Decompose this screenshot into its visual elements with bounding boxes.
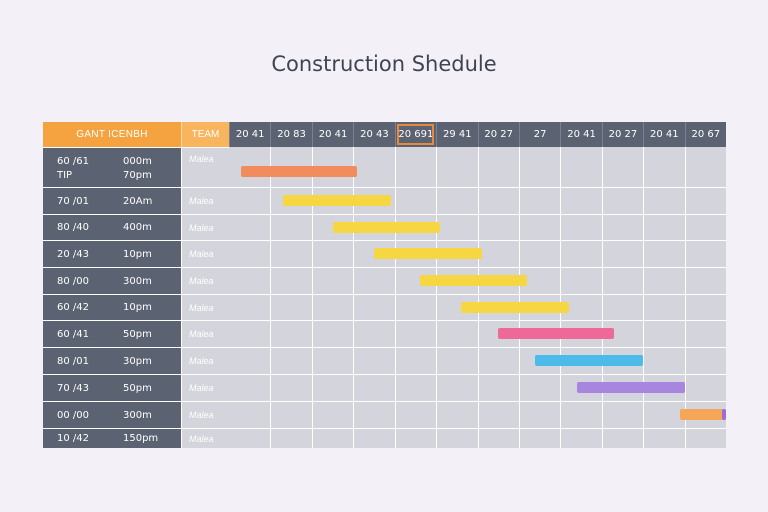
task-id: 80 /00 [57,275,89,287]
grid-horizontal-line [229,347,726,348]
time-column-header: 20 27 [601,122,643,147]
task-row-label: 80 /00 300m [43,267,181,294]
task-time: 300m [123,275,152,287]
task-time: 50pm [123,382,152,394]
task-row-label: 60 /61 000m TIP 70pm [43,147,181,187]
grid-horizontal-line [229,267,726,268]
task-time: 400m [123,222,152,233]
grid-vertical-line [643,147,645,448]
task-id: 60 /42 [57,302,89,313]
task-time-secondary: 70pm [123,170,152,181]
time-column-header: 20 41 [560,122,601,147]
time-column-header: 20 27 [477,122,519,147]
task-time: 10pm [123,248,152,260]
time-column-header: 20 41 [643,122,684,147]
grid-horizontal-line [229,428,726,429]
task-time: 000m [123,156,152,167]
task-id: 80 /40 [57,222,89,233]
task-team: Malea [182,187,230,214]
grid-vertical-line [684,147,686,448]
task-id: 80 /01 [57,355,89,367]
task-time: 150pm [123,433,159,444]
grid-horizontal-line [229,401,726,402]
grid-horizontal-line [229,240,726,241]
task-team: Malea [182,374,230,401]
grid-vertical-line [394,147,396,448]
task-team: Malea [182,347,230,374]
grid-vertical-line [436,147,438,448]
task-bar[interactable] [373,248,482,259]
task-id: 60 /61 [57,156,89,167]
task-time: 20Am [123,195,153,207]
time-column-header: 20 43 [353,122,394,147]
task-bar[interactable] [721,409,726,420]
grid-vertical-line [601,147,603,448]
time-column-header: 27 [518,122,560,147]
time-column-header: 20 83 [270,122,311,147]
header-team-label: TEAM [181,122,229,147]
chart-title: Construction Shedule [271,52,497,76]
task-time: 50pm [123,328,152,340]
task-id: 60 /41 [57,328,89,340]
task-id: 70 /43 [57,382,89,394]
time-column-header: 20 691 [394,122,436,147]
gantt-table: GANT ICENBH TEAM 20 41 20 83 20 41 20 43 20 … [43,122,726,448]
grid-vertical-line [560,147,562,448]
task-bar[interactable] [332,221,441,233]
task-id: 00 /00 [57,409,89,421]
team-column: Malea Malea Malea Malea Malea Malea Malea Malea… [181,147,230,448]
grid-horizontal-line [229,294,726,295]
task-row-label: 70 /43 50pm [43,374,181,401]
task-id: 70 /01 [57,195,89,207]
grid-horizontal-line [229,187,726,188]
task-team: Malea [182,214,230,240]
grid-vertical-line [477,147,479,448]
task-bar[interactable] [576,382,685,393]
gantt-grid [229,147,726,448]
task-bar[interactable] [241,165,358,177]
task-id: 20 /43 [57,248,89,260]
time-column-header: 20 41 [311,122,353,147]
task-bar[interactable] [419,275,528,286]
grid-vertical-line [311,147,313,448]
task-row-label: 80 /01 30pm [43,347,181,374]
grid-vertical-line [353,147,355,448]
task-id-column: 60 /61 000m TIP 70pm 70 /01 20Am 80 /40 400m 20 … [43,147,181,448]
task-bar[interactable] [498,328,615,339]
grid-horizontal-line [229,374,726,375]
task-row-label: 80 /40 400m [43,214,181,240]
task-bar[interactable] [680,409,726,420]
task-extra: TIP [57,170,73,181]
grid-horizontal-line [229,214,726,215]
task-id: 10 /42 [57,433,89,444]
time-column-header: 29 41 [436,122,477,147]
task-time: 10pm [123,302,152,313]
grid-vertical-line [518,147,520,448]
task-row-label: 60 /42 10pm [43,294,181,320]
grid-vertical-line [270,147,272,448]
time-column-header: 20 67 [684,122,726,147]
task-team: Malea [182,240,230,267]
task-time: 300m [123,409,152,421]
task-team: Malea [182,320,230,347]
task-bar[interactable] [535,355,644,366]
header-left-label: GANT ICENBH [43,122,181,147]
time-axis-header: 20 41 20 83 20 41 20 43 20 691 29 41 20 27 27 20… [229,122,726,147]
task-team: Malea [182,147,230,169]
time-column-header: 20 41 [229,122,270,147]
task-row-label: 10 /42 150pm [43,428,181,448]
task-row-label: 70 /01 20Am [43,187,181,214]
task-team: Malea [182,428,230,448]
task-row-label: 60 /41 50pm [43,320,181,347]
task-bar[interactable] [460,301,569,313]
task-bar[interactable] [282,195,391,206]
grid-horizontal-line [229,320,726,321]
task-team: Malea [182,294,230,320]
task-time: 30pm [123,355,152,367]
task-team: Malea [182,267,230,294]
task-row-label: 20 /43 10pm [43,240,181,267]
task-team: Malea [182,401,230,428]
task-row-label: 00 /00 300m [43,401,181,428]
